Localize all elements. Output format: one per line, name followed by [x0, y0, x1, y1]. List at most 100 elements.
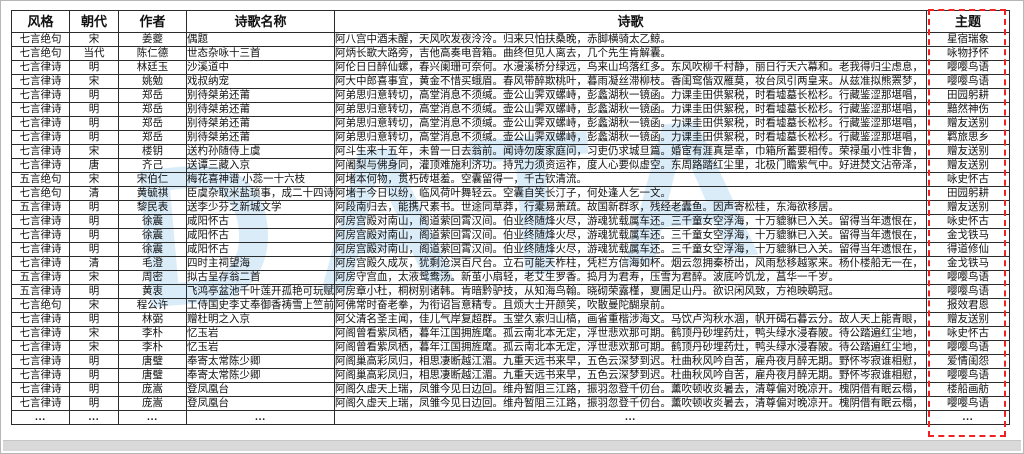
- cell-poem-text: ...: [334, 410, 927, 425]
- cell-poem-title: 别待桀弟还莆: [186, 88, 335, 103]
- cell-dynasty: 唐: [69, 158, 119, 173]
- cell-style: 七言律诗: [11, 382, 70, 397]
- cell-poem-title: 臣虞杂取米盐琐事，成二十四诗: [186, 186, 335, 201]
- cell-theme: 赠友送别: [926, 144, 1010, 159]
- cell-dynasty: 明: [69, 130, 119, 145]
- cell-poem-title: 咸阳怀古: [186, 214, 335, 229]
- cell-author: 徐震: [118, 228, 187, 243]
- cell-theme: 赠友送别: [926, 158, 1010, 173]
- cell-author: 郑岳: [118, 88, 187, 103]
- cell-poem-title: 赠杜明之入京: [186, 312, 335, 327]
- table-row: 五言律诗宋周密 拟古呈存翁二首 阿房守宫血，太液鸳鸯汤。新茧小扇轻，老艾生罗香。捣月…: [11, 270, 1010, 285]
- cell-style: 七言律诗: [11, 256, 70, 271]
- cell-style: 五言绝句: [11, 172, 70, 187]
- cell-theme: 田园躬耕: [926, 88, 1010, 103]
- cell-author: 李朴: [118, 340, 187, 355]
- cell-author: 毛澄: [118, 256, 187, 271]
- cell-style: 七言律诗: [11, 158, 70, 173]
- cell-author: 郑岳: [118, 116, 187, 131]
- cell-dynasty: 宋: [69, 74, 119, 89]
- cell-poem-title: 沙溪道中: [186, 60, 335, 75]
- cell-poem-text: 阿弟思归意转切，高堂消息不须缄。壶公山霁双螺峙，彭蠡湖秋一镜函。力课圭田供絮税，…: [334, 116, 927, 131]
- table-row: 七言律诗明林廷玉 沙溪道中 阿伦日日醉仙螺，春兴阑珊可奈何。水漫溪桥分绿远，鸟来山坞…: [11, 60, 1010, 75]
- cell-theme: 咏史怀古: [926, 172, 1010, 187]
- cell-poem-text: 阿伦日日醉仙螺，春兴阑珊可奈何。水漫溪桥分绿远，鸟来山坞落红多。东风吹柳千村静，…: [334, 60, 927, 75]
- cell-theme: 咏史怀古: [926, 326, 1010, 341]
- cell-poem-title: 飞鸿亭盆池千叶莲开孤艳可玩赋: [186, 284, 335, 299]
- cell-style: 七言律诗: [11, 228, 70, 243]
- cell-dynasty: 宋: [69, 326, 119, 341]
- cell-poem-title: 咸阳怀古: [186, 228, 335, 243]
- cell-poem-title: 四时主祠望海: [186, 256, 335, 271]
- cell-author: 林廷玉: [118, 60, 187, 75]
- cell-style: 七言绝句: [11, 298, 70, 313]
- table-row: 七言律诗明郑岳 别待桀弟还莆 阿弟思归意转切，高堂消息不须缄。壶公山霁双螺峙，彭蠡湖…: [11, 116, 1010, 131]
- cell-theme: 得道修仙: [926, 242, 1010, 257]
- cell-poem-text: 阿父清名圣主闻，佳儿气岸复超群。玉堂久索归山槁，画省重楷涉海文。马饮卢沟秋水涸，…: [334, 312, 927, 327]
- cell-theme: 爱情闺怨: [926, 354, 1010, 369]
- table-row: 七言律诗明徐震 咸阳怀古 阿房宫殿对南山，阁道萦回霄汉间。伯业终随烽火尽，游魂犹载属…: [11, 228, 1010, 243]
- bottom-gray-strip: [3, 440, 1021, 451]
- cell-style: 七言律诗: [11, 312, 70, 327]
- cell-author: 徐震: [118, 214, 187, 229]
- column-header-poem-text: 诗歌: [334, 10, 927, 33]
- cell-author: 郑岳: [118, 102, 187, 117]
- cell-dynasty: 明: [69, 102, 119, 117]
- ellipsis-row: ..................: [11, 410, 1010, 425]
- cell-poem-title: 别待桀弟还莆: [186, 130, 335, 145]
- cell-dynasty: 宋: [69, 340, 119, 355]
- cell-theme: 嘤嘤鸟语: [926, 74, 1010, 89]
- cell-style: 五言律诗: [11, 284, 70, 299]
- cell-style: 五言律诗: [11, 270, 70, 285]
- table-row: 七言律诗明庞嵩 登凤凰台 阿阁久虚天上瑞，凤雏今见日边回。维舟暂阻三江路，振羽忽登千…: [11, 382, 1010, 397]
- cell-style: 七言律诗: [11, 396, 70, 411]
- cell-style: 七言律诗: [11, 74, 70, 89]
- cell-theme: 嘤嘤鸟语: [926, 60, 1010, 75]
- cell-theme: 金戈铁马: [926, 256, 1010, 271]
- cell-poem-text: 阿堵于今日以纷，临风荷叶舞轻云。空囊自笑长汀子，何处逢人乞一文。: [334, 186, 927, 201]
- table-body: 七言绝句宋姜夔 偶题 阿八宫中酒未醒，天风吹发夜泠泠。归来只怕扶桑晚，赤脚横骑太乙鲸…: [11, 32, 1010, 425]
- column-header-author: 作者: [118, 10, 187, 33]
- cell-poem-title: 奉寄太常陈少卿: [186, 368, 335, 383]
- cell-author: 程公许: [118, 298, 187, 313]
- cell-theme: 黯然神伤: [926, 102, 1010, 117]
- cell-dynasty: 清: [69, 256, 119, 271]
- cell-dynasty: 宋: [69, 32, 119, 47]
- cell-style: 七言律诗: [11, 88, 70, 103]
- cell-poem-title: 偶题: [186, 32, 335, 47]
- cell-poem-text: 阿八宫中酒未醒，天风吹发夜泠泠。归来只怕扶桑晚，赤脚横骑太乙鲸。: [334, 32, 927, 47]
- cell-author: 宋伯仁: [118, 172, 187, 187]
- cell-poem-text: 阿大中郎喜事宜，黄金不惜买蛾眉。春风带醉欺桃叶，暮雨凝丝滞柳枝。香闺窎偕双雁莫，…: [334, 74, 927, 89]
- cell-theme: 羁旅思乡: [926, 130, 1010, 145]
- cell-theme: 楼船画舫: [926, 382, 1010, 397]
- cell-author: 姜夔: [118, 32, 187, 47]
- cell-style: 七言律诗: [11, 326, 70, 341]
- poems-table: 风格 朝代 作者 诗歌名称 诗歌 主题 七言绝句宋姜夔 偶题 阿八宫中酒未醒，天风吹…: [11, 10, 1010, 425]
- cell-dynasty: 明: [69, 312, 119, 327]
- column-header-dynasty: 朝代: [69, 10, 119, 33]
- table-row: 七言律诗明唐璧 奉寄太常陈少卿 阿阁巢高彩凤归，相思凄断越江湄。九重天远书来早，五色…: [11, 368, 1010, 383]
- cell-dynasty: 明: [69, 88, 119, 103]
- table-row: 七言绝句 当代 陈仁德 世态杂咏十三首 阿炳长歌大路旁，吉他高奏电音箱。曲终但见人离去，…: [11, 46, 1010, 61]
- cell-author: 庞嵩: [118, 396, 187, 411]
- cell-style: 七言律诗: [11, 116, 70, 131]
- cell-poem-text: 阿房宫殿对南山，阁道萦回霄汉间。伯业终随烽火尽，游魂犹载属车还。三千童女空浮海，…: [334, 214, 927, 229]
- table-row: 七言律诗明唐璧 奉寄太常陈少卿 阿阁巢高彩凤归，相思凄断越江湄。九重天远书来早，五色…: [11, 354, 1010, 369]
- table-row: 七言律诗明郑岳 别待桀弟还莆 阿弟思归意转切，高堂消息不须缄。壶公山霁双螺峙，彭蠡湖…: [11, 88, 1010, 103]
- table-row: 七言律诗宋李朴 忆玉岩 阿阁曾看紫凤栖，暮年江国拥旌麾。孤云南北本无定，浮世悲欢那可…: [11, 326, 1010, 341]
- cell-poem-title: 别待桀弟还莆: [186, 102, 335, 117]
- cell-poem-title: 忆玉岩: [186, 326, 335, 341]
- cell-author: 唐璧: [118, 354, 187, 369]
- cell-author: 周密: [118, 270, 187, 285]
- cell-poem-text: 阿炳长歌大路旁，吉他高奏电音箱。曲终但见人离去，几个先生肯解囊。: [334, 46, 927, 61]
- cell-poem-text: 阿房宫殿久成灰，犹剩沧溟百尺台。立石可能天柞柱，凭栏方信海如杯。烟云忽拥秦桥出，…: [334, 256, 927, 271]
- cell-poem-title: 戏叔纳宠: [186, 74, 335, 89]
- cell-author: 林弼: [118, 312, 187, 327]
- cell-style: 五言律诗: [11, 200, 70, 215]
- cell-poem-title: 梅花喜神谱 小蕊一十六枝: [186, 172, 335, 187]
- cell-poem-title: 登凤凰台: [186, 396, 335, 411]
- cell-poem-title: 别待桀弟还莆: [186, 116, 335, 131]
- cell-poem-text: 阿阁曾看紫凤栖，暮年江国拥旌麾。孤云南北本无定，浮世悲欢那可期。鹤顶丹砂埋药灶，…: [334, 326, 927, 341]
- cell-author: 黎民表: [118, 200, 187, 215]
